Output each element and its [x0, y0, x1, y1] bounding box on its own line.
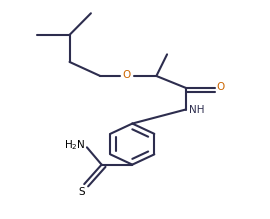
Text: NH: NH [189, 105, 204, 115]
Text: O: O [217, 82, 225, 92]
Text: S: S [79, 187, 85, 197]
Text: H$_2$N: H$_2$N [64, 138, 86, 152]
Text: O: O [123, 70, 131, 80]
